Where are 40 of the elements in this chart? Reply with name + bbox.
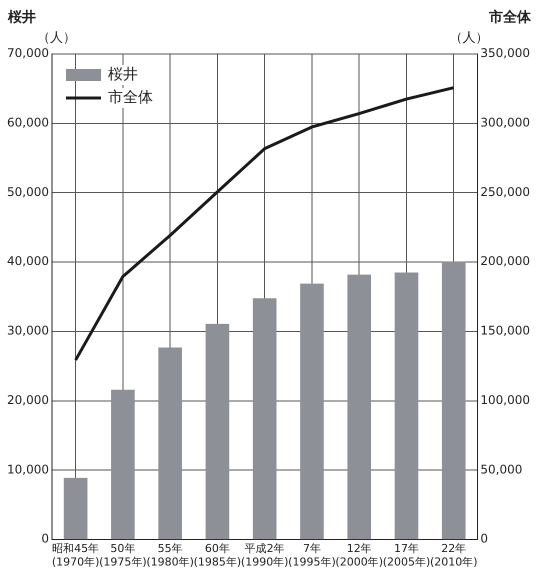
bar <box>64 478 88 540</box>
y2-tick-label: 50,000 <box>480 462 522 476</box>
text: （人） <box>449 30 488 46</box>
y-tick-label: 20,000 <box>6 392 49 407</box>
y-axis-title: 桜井 <box>7 10 36 26</box>
y2-tick-label: 300,000 <box>480 115 530 130</box>
x-tick-label: 60年 (1985年) <box>194 542 242 568</box>
x-tick-label: 7年 (1995年) <box>288 542 336 568</box>
bar <box>300 284 324 540</box>
y-tick-label: 50,000 <box>6 184 49 199</box>
y-tick-label: 10,000 <box>6 462 49 476</box>
y-tick-label: 30,000 <box>6 324 49 338</box>
x-tick-label: 50年 (1975年) <box>99 542 147 568</box>
x-tick-label: 17年 (2005年) <box>382 542 430 568</box>
x-tick-label: 55年 (1980年) <box>146 542 194 568</box>
y2-tick-label: 250,000 <box>480 184 530 199</box>
text: （人） <box>36 30 76 46</box>
bar <box>206 324 230 540</box>
legend-label: 市全体 <box>108 88 153 106</box>
bar <box>158 347 182 540</box>
bar <box>442 261 466 540</box>
y-tick-label: 0 <box>41 532 49 546</box>
x-tick-label: 12年 (2000年) <box>335 542 384 568</box>
y2-tick-label: 100,000 <box>480 392 530 407</box>
bar <box>347 274 372 540</box>
bar <box>111 390 135 540</box>
y2-tick-label: 200,000 <box>480 254 530 268</box>
x-tick-label: 平成2年 (1990年) <box>240 542 288 568</box>
bar <box>252 298 276 540</box>
x-tick-label: 22年 (2010年) <box>430 542 478 568</box>
x-tick-label: 昭和45年 (1970年) <box>52 542 100 568</box>
y-tick-label: 70,000 <box>6 46 49 60</box>
bar <box>394 272 418 540</box>
y-tick-label: 40,000 <box>6 254 49 268</box>
legend-label: 桜井 <box>108 64 138 83</box>
y-tick-label: 60,000 <box>6 115 49 130</box>
y2-axis-title: 市全体 <box>488 8 532 26</box>
y2-tick-label: 150,000 <box>480 324 530 338</box>
y2-tick-label: 350,000 <box>480 46 530 60</box>
y2-tick-label: 0 <box>480 532 488 546</box>
